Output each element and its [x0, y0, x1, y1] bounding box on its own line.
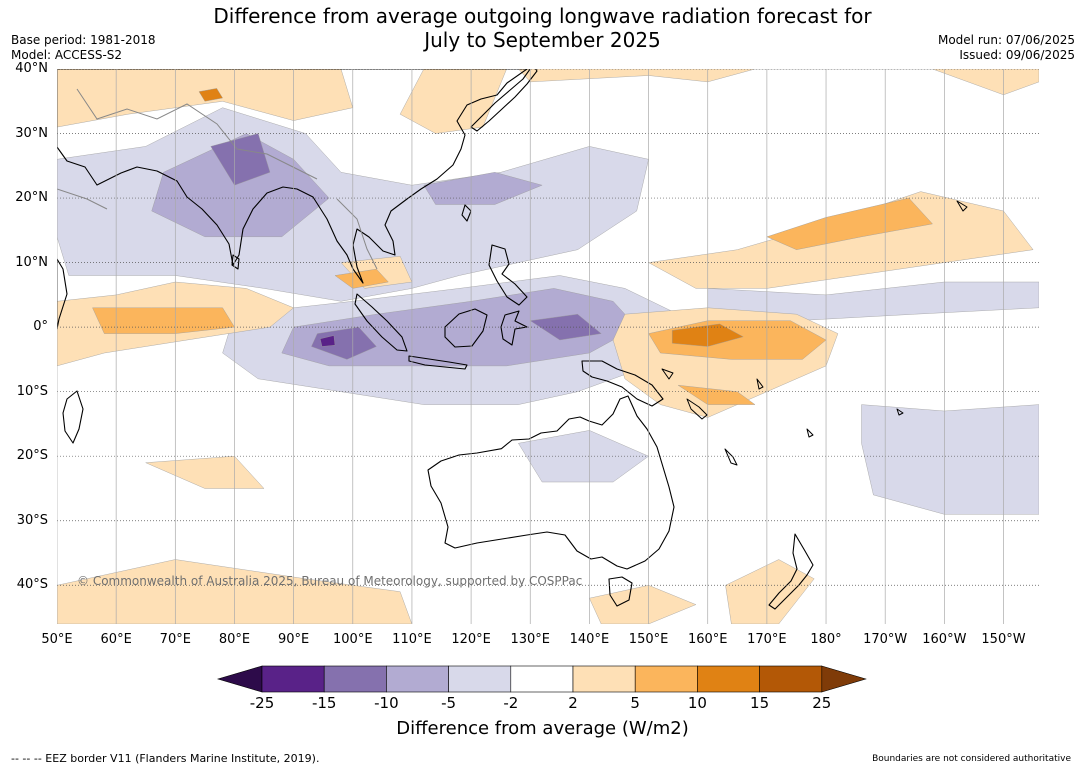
anomaly-region-20 [589, 585, 697, 624]
border-india-region [76, 88, 318, 180]
anomaly-region-9 [311, 326, 377, 360]
lon-label: 100°E [333, 632, 373, 647]
lat-label: 10°N [15, 254, 48, 270]
lon-label: 160°E [687, 632, 728, 647]
model-run: Model run: 07/06/2025 [937, 33, 1075, 47]
coastline-new-guinea [581, 360, 664, 407]
coastline-madagascar [62, 390, 84, 444]
colorbar-extend-high [821, 665, 867, 693]
lon-label: 60°E [100, 632, 132, 647]
lat-label: 10°S [16, 383, 48, 399]
colorbar-segment [759, 665, 823, 693]
lon-label: 170°W [863, 632, 908, 647]
coastline-philippines [488, 244, 528, 306]
anomaly-region-14 [518, 69, 1039, 96]
lon-label: 150°E [628, 632, 669, 647]
anomaly-region-19 [145, 455, 265, 489]
metadata-right: Model run: 07/06/2025 Issued: 09/06/2025 [938, 33, 1075, 63]
pacific-islands [661, 200, 968, 466]
colorbar-tick-label: -15 [311, 694, 337, 712]
lat-label: 30°N [15, 125, 48, 141]
anomaly-region-8 [210, 133, 271, 186]
colorbar-tick-label: -10 [374, 694, 399, 712]
anomaly-region-13 [399, 69, 507, 134]
coastline-taiwan [461, 204, 472, 222]
lon-label: 170°E [747, 632, 787, 647]
lat-label: 0° [33, 319, 48, 335]
coastline-sumatra [354, 293, 408, 352]
eez-legend-note: -- -- -- EEZ border V11 (Flanders Marine… [11, 752, 320, 765]
country-borders-layer [57, 88, 378, 270]
colorbar-tick-label: 15 [750, 694, 770, 712]
lon-label: 160°W [922, 632, 967, 647]
lon-label: 140°E [569, 632, 610, 647]
lon-label: 50°E [41, 632, 73, 647]
anomaly-region-10 [529, 313, 602, 341]
olr-anomaly-map [57, 69, 1039, 624]
map-title: Difference from average outgoing longwav… [0, 4, 1085, 52]
lat-label: 20°S [16, 448, 48, 464]
base-period: Base period: 1981-2018 [11, 33, 156, 47]
colorbar-extend-low [216, 665, 263, 693]
issued-date: Issued: 09/06/2025 [959, 48, 1075, 62]
coastline-borneo [444, 308, 488, 348]
lat-label: 40°S [16, 577, 48, 593]
colorbar-tick-label: -5 [441, 694, 457, 712]
colorbar-segment [386, 665, 449, 693]
colorbar-segment [572, 665, 636, 693]
colorbar-tick-label: 10 [687, 694, 707, 712]
anomaly-shading-layer [57, 69, 1039, 624]
title-line-1: Difference from average outgoing longwav… [213, 4, 872, 28]
anomaly-region-29 [198, 88, 223, 102]
colorbar-tick-label: -2 [503, 694, 519, 712]
lon-label: 80°E [218, 632, 251, 647]
anomaly-region-7 [423, 172, 543, 205]
lat-label: 40°N [15, 61, 48, 76]
border-west-asia [57, 188, 108, 210]
coastline-sulawesi [500, 310, 528, 346]
colorbar-segment [261, 665, 325, 693]
lat-label: 20°N [15, 190, 48, 206]
coastline-tasmania [608, 576, 633, 607]
model-name: Model: ACCESS-S2 [11, 48, 123, 62]
anomaly-region-2 [518, 430, 650, 483]
border-mainland-sea [336, 198, 378, 270]
metadata-left: Base period: 1981-2018 Model: ACCESS-S2 [11, 33, 156, 63]
colorbar-label: Difference from average (W/m2) [396, 718, 689, 739]
colorbar-segment [634, 665, 698, 693]
colorbar-tick-label: 5 [630, 694, 640, 712]
anomaly-region-21 [725, 559, 815, 624]
colorbar-segment [697, 665, 760, 693]
lat-label: 30°S [16, 512, 48, 528]
lon-label: 90°E [277, 632, 310, 647]
colorbar-segment [448, 665, 512, 693]
colorbar-tick-label: -25 [249, 694, 275, 712]
lon-label: 180° [810, 632, 842, 647]
colorbar-segment [510, 665, 574, 693]
colorbar-segment [323, 665, 387, 693]
title-line-2: July to September 2025 [424, 28, 661, 52]
anomaly-region-26 [677, 385, 756, 405]
boundaries-disclaimer: Boundaries are not considered authoritat… [872, 754, 1071, 764]
copyright-text: © Commonwealth of Australia 2025, Bureau… [77, 574, 583, 588]
coastline-africa [57, 258, 68, 330]
anomaly-region-3 [861, 404, 1039, 515]
lon-label: 120°E [451, 632, 491, 647]
colorbar-tick-label: 25 [812, 694, 832, 712]
coastline-new-zealand [768, 533, 814, 610]
map-canvas [57, 69, 1039, 624]
coastline-japan [470, 69, 538, 132]
colorbar-tick-label: 2 [568, 694, 578, 712]
coastline-australia [427, 395, 675, 570]
colorbar [216, 665, 867, 693]
anomaly-region-11 [319, 335, 336, 347]
graticule-layer [57, 69, 1039, 624]
lon-label: 110°E [392, 632, 432, 647]
lon-label: 130°E [510, 632, 551, 647]
lon-label: 150°W [981, 632, 1026, 647]
lon-label: 70°E [159, 632, 191, 647]
coastline-java [408, 355, 468, 370]
